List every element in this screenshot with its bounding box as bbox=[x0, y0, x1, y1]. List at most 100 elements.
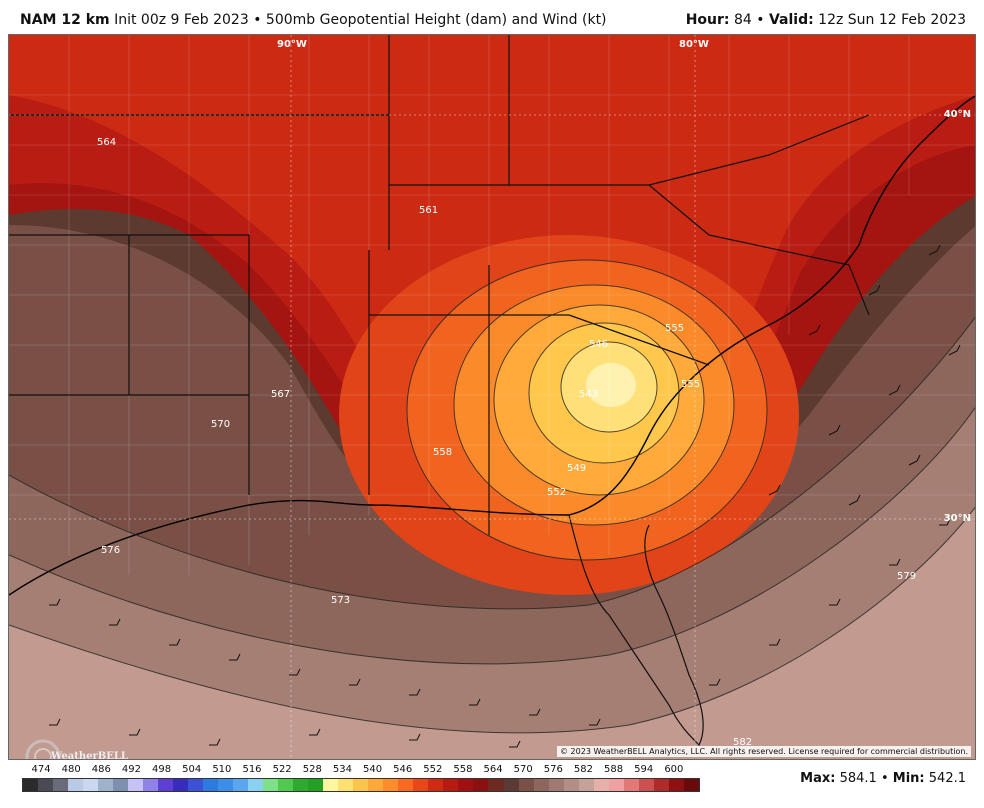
colorbar-swatch bbox=[98, 779, 114, 791]
colorbar-swatch bbox=[623, 779, 639, 791]
colorbar-tick-label: 498 bbox=[152, 764, 172, 775]
lon-label-80w: 80°W bbox=[679, 39, 709, 50]
colorbar-swatch bbox=[548, 779, 564, 791]
colorbar-swatch bbox=[473, 779, 489, 791]
contour-label: 546 bbox=[589, 339, 608, 350]
model-name: NAM 12 km bbox=[20, 12, 110, 28]
colorbar-swatch bbox=[563, 779, 579, 791]
colorbar-tick-label: 600 bbox=[664, 764, 684, 775]
colorbar-swatch bbox=[23, 779, 39, 791]
contour-label: 561 bbox=[419, 205, 438, 216]
wind-barbs bbox=[49, 244, 961, 748]
contour-label: 567 bbox=[271, 389, 290, 400]
colorbar-labels: 474 480 486 492 498 504 510 516 522 528 534 540 546 5… bbox=[22, 764, 700, 778]
colorbar-swatch bbox=[308, 779, 324, 791]
colorbar-swatch bbox=[488, 779, 504, 791]
colorbar-swatch bbox=[458, 779, 474, 791]
colorbar-tick-label: 558 bbox=[453, 764, 473, 775]
colorbar-swatch bbox=[203, 779, 219, 791]
colorbar-swatch bbox=[233, 779, 249, 791]
max-value: 584.1 bbox=[839, 771, 877, 786]
colorbar-swatch bbox=[593, 779, 609, 791]
colorbar-swatch bbox=[653, 779, 669, 791]
colorbar-swatches bbox=[22, 778, 700, 792]
colorbar-swatch bbox=[518, 779, 534, 791]
weatherbell-logo: WeatherBELL bbox=[23, 735, 128, 759]
colorbar-swatch bbox=[638, 779, 654, 791]
contour-label: 543 bbox=[579, 389, 598, 400]
forecast-map[interactable]: 564 561 567 570 558 546 543 549 552 555 … bbox=[8, 34, 976, 760]
colorbar-tick-label: 504 bbox=[182, 764, 202, 775]
colorbar-swatch bbox=[128, 779, 144, 791]
hour-value: 84 bbox=[733, 12, 752, 28]
colorbar-swatch bbox=[113, 779, 129, 791]
colorbar-swatch bbox=[83, 779, 99, 791]
contour-label: 573 bbox=[331, 595, 350, 606]
colorbar-swatch bbox=[158, 779, 174, 791]
contour-label: 558 bbox=[433, 447, 452, 458]
colorbar-swatch bbox=[668, 779, 684, 791]
graticule bbox=[9, 35, 975, 759]
colorbar-swatch bbox=[143, 779, 159, 791]
contour-label-group: 564 561 567 570 558 546 543 549 552 555 … bbox=[97, 137, 916, 748]
colorbar-swatch bbox=[443, 779, 459, 791]
colorbar-tick-label: 576 bbox=[543, 764, 563, 775]
colorbar-swatch bbox=[428, 779, 444, 791]
colorbar-swatch bbox=[608, 779, 624, 791]
colorbar-tick-label: 492 bbox=[121, 764, 141, 775]
colorbar-tick-label: 510 bbox=[212, 764, 232, 775]
state-boundaries bbox=[9, 35, 975, 747]
map-svg: 564 561 567 570 558 546 543 549 552 555 … bbox=[9, 35, 975, 759]
min-value: 542.1 bbox=[928, 771, 966, 786]
min-label: Min: bbox=[892, 771, 925, 786]
colorbar-swatch bbox=[38, 779, 54, 791]
colorbar-tick-label: 474 bbox=[31, 764, 51, 775]
colorbar-tick-label: 594 bbox=[634, 764, 654, 775]
colorbar-tick-label: 480 bbox=[61, 764, 81, 775]
colorbar-swatch bbox=[398, 779, 414, 791]
colorbar-swatch bbox=[293, 779, 309, 791]
hour-label: Hour: bbox=[685, 12, 730, 28]
colorbar-swatch bbox=[173, 779, 189, 791]
title-left: NAM 12 km Init 00z 9 Feb 2023 • 500mb Ge… bbox=[20, 12, 607, 28]
colorbar-tick-label: 546 bbox=[393, 764, 413, 775]
colorbar-swatch bbox=[53, 779, 69, 791]
maxmin-separator: • bbox=[880, 771, 889, 786]
valid-value: 12z Sun 12 Feb 2023 bbox=[818, 12, 966, 28]
valid-label: Valid: bbox=[768, 12, 814, 28]
colorbar-swatch bbox=[278, 779, 294, 791]
colorbar-tick-label: 552 bbox=[423, 764, 443, 775]
colorbar-swatch bbox=[413, 779, 429, 791]
product-name: 500mb Geopotential Height (dam) and Wind… bbox=[265, 12, 607, 28]
colorbar-tick-label: 522 bbox=[272, 764, 292, 775]
logo-swirl-icon bbox=[25, 739, 61, 759]
colorbar-tick-label: 564 bbox=[483, 764, 503, 775]
contour-label: 549 bbox=[567, 463, 586, 474]
contour-label: 570 bbox=[211, 419, 230, 430]
colorbar-swatch bbox=[503, 779, 519, 791]
colorbar-swatch bbox=[533, 779, 549, 791]
copyright-notice: © 2023 WeatherBELL Analytics, LLC. All r… bbox=[557, 746, 971, 757]
contour-label: 552 bbox=[547, 487, 566, 498]
colorbar-swatch bbox=[383, 779, 399, 791]
title-right: Hour: 84 • Valid: 12z Sun 12 Feb 2023 bbox=[686, 12, 966, 28]
lat-label-30n: 30°N bbox=[943, 513, 971, 524]
colorbar-tick-label: 534 bbox=[332, 764, 352, 775]
colorbar-swatch bbox=[68, 779, 84, 791]
max-min-readout: Max: 584.1 • Min: 542.1 bbox=[800, 771, 966, 786]
colorbar-swatch bbox=[368, 779, 384, 791]
band-540 bbox=[586, 363, 636, 407]
height-contours bbox=[9, 259, 975, 734]
colorbar-tick-label: 516 bbox=[242, 764, 262, 775]
contour-label: 564 bbox=[97, 137, 116, 148]
colorbar-tick-label: 486 bbox=[91, 764, 111, 775]
lon-label-90w: 90°W bbox=[277, 39, 307, 50]
max-label: Max: bbox=[800, 771, 836, 786]
colorbar-swatch bbox=[338, 779, 354, 791]
init-time: Init 00z 9 Feb 2023 bbox=[114, 12, 249, 28]
logo-text: WeatherBELL bbox=[51, 751, 128, 760]
colorbar-swatch bbox=[248, 779, 264, 791]
colorbar-tick-label: 570 bbox=[513, 764, 533, 775]
colorbar-tick-label: 582 bbox=[573, 764, 593, 775]
contour-label: 579 bbox=[897, 571, 916, 582]
